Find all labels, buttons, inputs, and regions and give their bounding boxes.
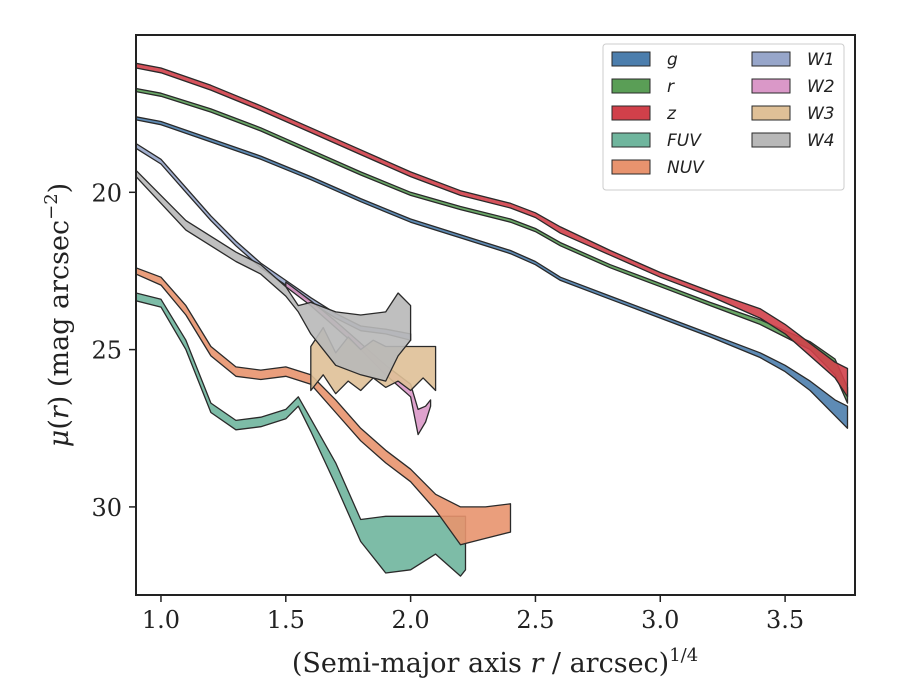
y-axis-ticks: 20 25 30 xyxy=(91,179,136,522)
profile-bands xyxy=(136,62,849,577)
legend-label: NUV xyxy=(667,158,705,178)
y-axis-label: μ(r) (mag arcsec−2) xyxy=(41,183,75,447)
band-fuv xyxy=(136,292,467,577)
legend-label: W3 xyxy=(807,104,835,124)
legend: grz FUV NUV W1 W2 W3 W4 xyxy=(602,43,845,191)
x-axis-label: (Semi-major axis r / arcsec)1/4 xyxy=(292,645,698,679)
legend-label: g xyxy=(667,50,678,70)
band-w1 xyxy=(136,142,412,341)
band-r xyxy=(136,87,849,404)
x-tick-label: 2.0 xyxy=(392,606,430,634)
legend-label: r xyxy=(667,77,675,97)
x-tick-label: 2.5 xyxy=(516,606,554,634)
band-g xyxy=(136,116,849,429)
legend-swatch xyxy=(611,132,651,148)
legend-swatch xyxy=(611,105,651,121)
plot-frame xyxy=(135,34,856,596)
band-nuv xyxy=(136,267,512,546)
legend-label: W1 xyxy=(807,50,835,70)
x-tick-label: 1.5 xyxy=(267,606,305,634)
x-tick-label: 3.0 xyxy=(641,606,679,634)
legend-label: W2 xyxy=(807,77,835,97)
x-axis-ticks: 1.0 1.5 2.0 2.5 3.0 3.5 xyxy=(142,595,804,634)
band-z xyxy=(136,62,849,398)
legend-swatch xyxy=(611,78,651,94)
y-tick-label: 30 xyxy=(91,494,122,522)
y-tick-label: 20 xyxy=(91,179,122,207)
legend-label: FUV xyxy=(667,131,702,151)
legend-swatch xyxy=(751,51,791,67)
legend-swatch xyxy=(751,78,791,94)
y-tick-label: 25 xyxy=(91,337,122,365)
x-tick-label: 1.0 xyxy=(142,606,180,634)
legend-swatch xyxy=(611,51,651,67)
legend-swatch xyxy=(751,132,791,148)
band-w4 xyxy=(136,169,412,382)
legend-label: z xyxy=(666,104,677,124)
legend-swatch xyxy=(611,159,651,175)
legend-swatch xyxy=(751,105,791,121)
legend-label: W4 xyxy=(807,131,835,151)
x-tick-label: 3.5 xyxy=(766,606,804,634)
